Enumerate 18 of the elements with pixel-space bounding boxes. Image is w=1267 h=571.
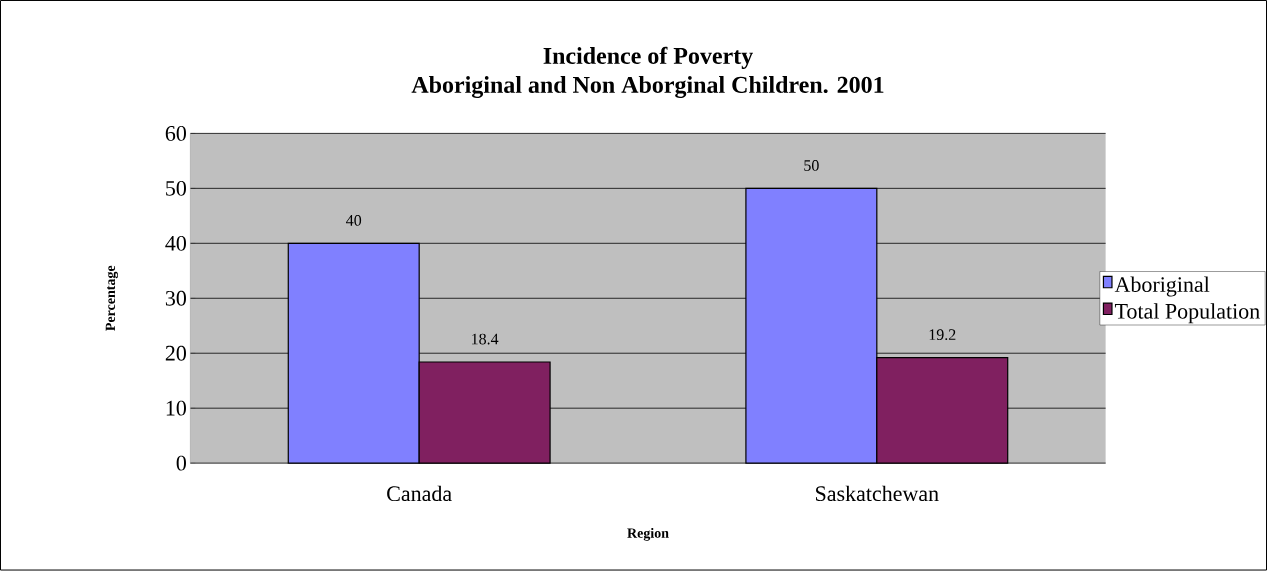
y-tick-label: 40 xyxy=(165,236,186,251)
legend-label: Aboriginal xyxy=(1114,276,1210,297)
x-axis-title: Region xyxy=(627,528,669,541)
legend-label: Total Population xyxy=(1114,303,1260,324)
y-tick-label: 50 xyxy=(166,181,186,196)
y-tick-label: 30 xyxy=(165,291,186,306)
y-tick-label: 0 xyxy=(176,455,186,471)
x-tick-label: Saskatchewan xyxy=(816,485,939,502)
data-label: 18.4 xyxy=(472,333,499,345)
data-label: 50 xyxy=(804,160,819,172)
y-tick-label: 10 xyxy=(166,400,186,416)
data-label: 40 xyxy=(346,215,362,227)
y-tick-label: 20 xyxy=(165,346,186,361)
chart-title: Incidence of Poverty Aboriginal and Non Aborginal Children. 2001 xyxy=(411,47,884,99)
x-tick-label: Canada xyxy=(387,485,452,502)
data-label: 19.2 xyxy=(929,329,956,341)
y-tick-label: 60 xyxy=(165,126,186,142)
y-axis-title: Percentage xyxy=(105,265,119,332)
